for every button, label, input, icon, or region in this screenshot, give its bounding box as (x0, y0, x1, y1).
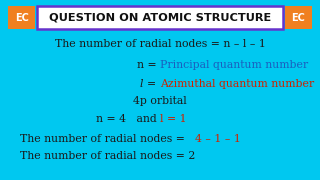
Bar (285, 6, 312, 29)
Text: The number of radial nodes =: The number of radial nodes = (20, 134, 188, 144)
Text: n = 4   and: n = 4 and (96, 114, 160, 124)
Text: QUESTION ON ATOMIC STRUCTURE: QUESTION ON ATOMIC STRUCTURE (49, 13, 271, 23)
Text: 4 – 1 – 1: 4 – 1 – 1 (195, 134, 241, 144)
Text: 4p orbital: 4p orbital (133, 96, 187, 106)
Bar (37, 6, 283, 29)
Text: EC: EC (15, 13, 28, 23)
Text: The number of radial nodes = 2: The number of radial nodes = 2 (20, 151, 196, 161)
Text: Principal quantum number: Principal quantum number (160, 60, 308, 70)
Text: l = 1: l = 1 (160, 114, 187, 124)
Text: The number of radial nodes = n – l – 1: The number of radial nodes = n – l – 1 (55, 39, 265, 49)
Bar (8, 6, 35, 29)
Text: l =: l = (140, 79, 160, 89)
Text: n =: n = (137, 60, 160, 70)
Text: EC: EC (292, 13, 305, 23)
Text: Azimuthal quantum number: Azimuthal quantum number (160, 79, 314, 89)
